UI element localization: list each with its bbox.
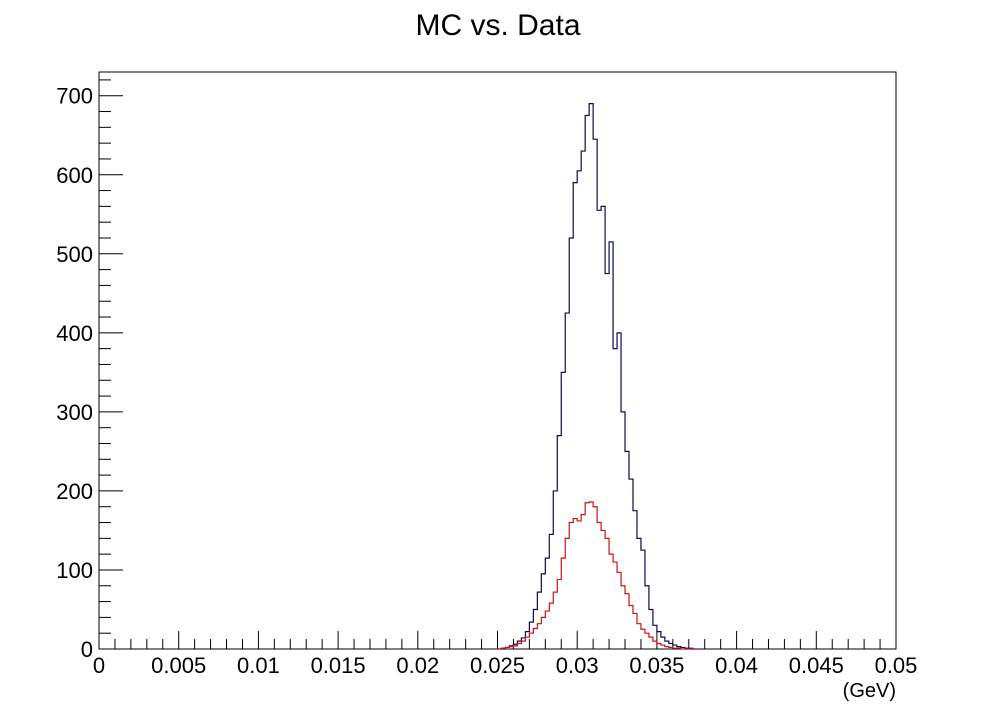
x-tick-label: 0.04 [715,653,758,678]
plot-frame [98,71,897,650]
x-tick-label: 0.01 [237,653,280,678]
series-histogram-red [497,501,697,650]
y-tick-label: 400 [56,321,93,346]
y-tick-label: 600 [56,163,93,188]
x-axis: 0 0.005 0.01 0.015 0.02 0.025 0.03 0.035 0.04 0.0… [93,631,918,678]
series-histogram-blue [497,103,697,650]
x-tick-label: 0.045 [789,653,844,678]
x-tick-label: 0.05 [875,653,918,678]
x-tick-label: 0.02 [396,653,439,678]
x-tick-label: 0 [93,653,105,678]
y-tick-label: 100 [56,558,93,583]
x-tick-label: 0.025 [470,653,525,678]
x-tick-label: 0.035 [629,653,684,678]
series-layer [497,103,697,650]
y-tick-label: 200 [56,479,93,504]
y-axis: 0 100 200 300 400 500 600 700 [56,79,123,662]
y-tick-label: 0 [81,637,93,662]
x-tick-label: 0.005 [151,653,206,678]
x-tick-label: 0.015 [311,653,366,678]
y-tick-label: 500 [56,242,93,267]
chart-title: MC vs. Data [415,9,580,42]
y-tick-label: 700 [56,84,93,109]
x-tick-label: 0.03 [556,653,599,678]
x-axis-label: (GeV) [843,680,896,702]
y-tick-label: 300 [56,400,93,425]
